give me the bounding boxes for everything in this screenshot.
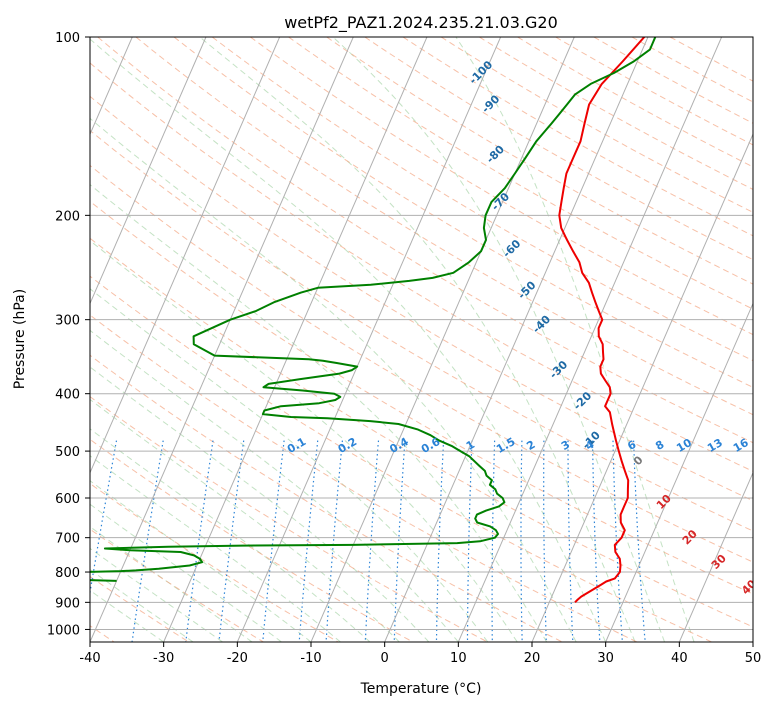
mixing-ratio-line	[612, 440, 623, 642]
mixing-ratio-line	[466, 440, 473, 642]
mixing-ratio-line	[520, 440, 523, 642]
mixing-ratio-label: 20	[760, 436, 775, 455]
moist-adiabat-line	[199, 37, 636, 642]
y-axis-ticks: 100 200 300 400 500 600 700 800 900 1000	[47, 31, 90, 638]
mixing-ratio-line	[90, 440, 118, 597]
dry-adiabat-line	[90, 200, 753, 595]
x-axis-label: Temperature (°C)	[360, 681, 482, 697]
isotherm-line	[90, 37, 207, 305]
y-tick-label: 600	[55, 492, 80, 507]
x-tick-label: -20	[227, 651, 248, 666]
y-tick-label: 500	[55, 445, 80, 460]
moist-adiabat-line	[90, 183, 548, 642]
plot-area	[90, 37, 753, 642]
isotherm-line	[0, 37, 59, 642]
y-axis-label: Pressure (hPa)	[12, 289, 28, 389]
isotherm-line	[310, 37, 575, 642]
isotherm-line	[457, 37, 723, 642]
x-tick-label: 40	[671, 651, 688, 666]
isotherm-line	[605, 302, 753, 642]
moist-adiabat-line	[90, 526, 253, 642]
isotherm-line	[752, 640, 753, 642]
isotherm-line	[90, 37, 281, 474]
y-tick-label: 100	[55, 31, 80, 46]
x-tick-label: 10	[450, 651, 467, 666]
y-tick-label: 300	[55, 314, 80, 329]
x-tick-label: -10	[300, 651, 321, 666]
y-tick-label: 1000	[47, 623, 80, 638]
moist-adiabat-line	[455, 37, 695, 642]
isotherm-line	[678, 471, 753, 642]
temperature-profile-line	[558, 37, 646, 604]
moist-adiabat-line	[90, 38, 607, 642]
isotherm-line	[531, 132, 753, 642]
chart-title: wetPf2_PAZ1.2024.235.21.03.G20	[284, 13, 558, 33]
y-tick-label: 900	[55, 596, 80, 611]
moist-adiabat-line	[90, 398, 400, 642]
dry-adiabat-line	[90, 482, 339, 642]
y-tick-label: 400	[55, 388, 80, 403]
pressure-gridlines	[90, 37, 753, 630]
dry-adiabat-line	[90, 275, 712, 642]
profile-lines	[90, 37, 657, 604]
x-tick-label: 30	[597, 651, 614, 666]
mixing-ratio-line	[567, 440, 574, 642]
dry-adiabat-line	[90, 314, 638, 642]
moist-adiabat-line	[90, 366, 430, 642]
x-axis-ticks: -40 -30 -20 -10 0 10 20 30 40 50	[79, 642, 761, 666]
dry-adiabat-line	[90, 354, 563, 642]
isotherm-line	[384, 37, 649, 642]
x-tick-label: 20	[524, 651, 541, 666]
moist-adiabat-line	[90, 428, 371, 642]
dry-adiabat-line	[90, 528, 264, 642]
x-tick-label: -40	[79, 651, 100, 666]
mixing-ratio-line	[633, 440, 646, 642]
moist-adiabat-line	[332, 37, 666, 642]
moist-adiabat-line	[90, 240, 518, 642]
moist-adiabat-line	[90, 503, 282, 642]
y-tick-label: 700	[55, 532, 80, 547]
moist-adiabats	[90, 37, 695, 642]
moist-adiabat-line	[90, 589, 164, 642]
mixing-ratio-line	[543, 440, 547, 642]
moist-adiabat-line	[90, 288, 489, 642]
x-tick-label: 0	[381, 651, 389, 666]
x-tick-label: 50	[745, 651, 762, 666]
isotherm-line	[236, 37, 502, 642]
moist-adiabat-line	[90, 329, 459, 642]
dewpoint-profile-line	[90, 37, 657, 582]
isotherm-line	[90, 37, 354, 642]
y-tick-label: 800	[55, 566, 80, 581]
dry-adiabat-line	[90, 575, 190, 642]
plot-frame	[89, 36, 754, 643]
skewed-isotherms	[0, 37, 753, 642]
moist-adiabat-line	[90, 117, 577, 642]
mixing-ratio-line	[592, 440, 601, 642]
dry-adiabat-line	[90, 237, 753, 628]
x-tick-label: -30	[153, 651, 174, 666]
moist-adiabat-line	[90, 547, 223, 642]
isotherm-line	[163, 37, 428, 642]
moist-adiabat-line	[90, 480, 312, 642]
y-tick-label: 200	[55, 209, 80, 224]
moist-adiabat-line	[90, 568, 194, 642]
